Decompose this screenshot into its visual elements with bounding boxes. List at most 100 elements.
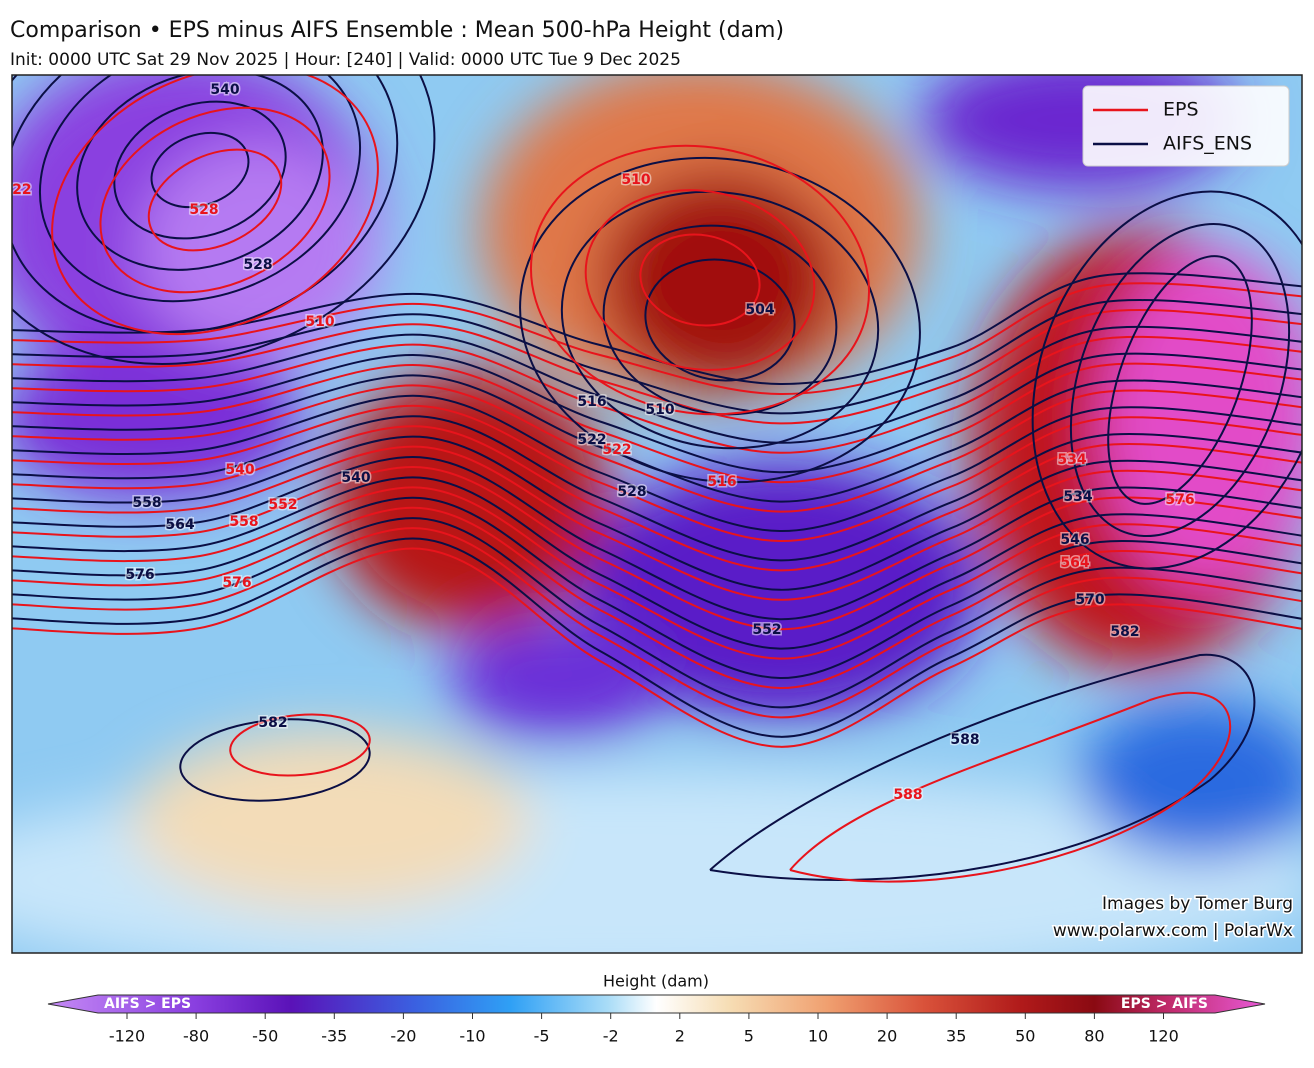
contour-ring bbox=[12, 75, 436, 365]
contour-ring bbox=[12, 75, 399, 334]
colorbar-tick-label: 2 bbox=[675, 1027, 685, 1046]
contour-label: 510 bbox=[645, 402, 674, 418]
colorbar-left-label: AIFS > EPS bbox=[104, 996, 191, 1012]
contours bbox=[12, 75, 1302, 883]
contour-line bbox=[12, 537, 1302, 738]
contour-line bbox=[709, 653, 1256, 881]
contour-line bbox=[12, 404, 1302, 543]
contour-line bbox=[12, 547, 1302, 748]
contour-label: 534 bbox=[1057, 452, 1086, 468]
contour-label: 558 bbox=[229, 514, 258, 530]
contour-line bbox=[789, 691, 1232, 883]
contour-line bbox=[12, 394, 1302, 533]
contour-label: 564 bbox=[165, 517, 194, 533]
contour-label: 588 bbox=[893, 787, 922, 803]
contour-ring bbox=[38, 75, 362, 303]
contour-ring bbox=[147, 148, 283, 252]
contour-ring bbox=[1107, 255, 1253, 505]
contour-line bbox=[12, 282, 1302, 396]
contour-ring bbox=[529, 144, 871, 416]
contour-ring bbox=[150, 131, 250, 209]
legend-label: AIFS_ENS bbox=[1163, 133, 1252, 155]
contour-label: 576 bbox=[222, 575, 251, 591]
subtitle: Init: 0000 UTC Sat 29 Nov 2025 | Hour: [… bbox=[10, 50, 681, 70]
contour-line bbox=[12, 435, 1302, 591]
contour-label: 522 bbox=[602, 442, 631, 458]
contour-ring bbox=[99, 106, 331, 294]
contour-line bbox=[12, 456, 1302, 621]
contour-line bbox=[12, 362, 1302, 484]
contour-line bbox=[12, 445, 1302, 601]
contour-label: 528 bbox=[189, 202, 218, 218]
contour-label: 522 bbox=[2, 182, 31, 198]
colorbar-tick-label: -20 bbox=[390, 1027, 416, 1046]
contour-label: 558 bbox=[132, 495, 161, 511]
contour-label: 552 bbox=[268, 497, 297, 513]
contour-label: 516 bbox=[707, 474, 736, 490]
contour-label: 564 bbox=[1060, 555, 1089, 571]
contour-line bbox=[12, 527, 1302, 719]
contour-ring bbox=[229, 713, 371, 777]
contour-ring bbox=[584, 189, 816, 371]
legend-label: EPS bbox=[1163, 99, 1199, 121]
contour-line bbox=[12, 486, 1302, 660]
contour-line bbox=[12, 496, 1302, 680]
contour-label: 582 bbox=[1110, 624, 1139, 640]
colorbar-title: Height (dam) bbox=[603, 972, 709, 991]
contour-label: 540 bbox=[341, 470, 370, 486]
map: 522 528 510 510 522 516 540 552 558 576 534 564 576 5… bbox=[2, 75, 1302, 953]
contour-label: 534 bbox=[1063, 489, 1092, 505]
colorbar bbox=[47, 994, 1266, 1014]
contour-label: 570 bbox=[1075, 592, 1104, 608]
colorbar-tick-label: 80 bbox=[1084, 1027, 1104, 1046]
contour-label: 582 bbox=[258, 715, 287, 731]
contour-label: 588 bbox=[950, 732, 979, 748]
contour-label: 576 bbox=[1165, 492, 1194, 508]
contour-ring bbox=[519, 156, 921, 484]
contour-ring bbox=[1031, 190, 1302, 570]
colorbar-tick-label: 5 bbox=[744, 1027, 754, 1046]
contour-line bbox=[12, 466, 1302, 631]
credit: Images by Tomer Burg bbox=[1102, 894, 1293, 914]
colorbar-right-label: EPS > AIFS bbox=[1121, 996, 1208, 1012]
colorbar-tick-label: 120 bbox=[1148, 1027, 1179, 1046]
contour-label: 510 bbox=[621, 172, 650, 188]
colorbar-tick-label: 50 bbox=[1015, 1027, 1035, 1046]
contour-label: 522 bbox=[577, 432, 606, 448]
contour-line bbox=[12, 384, 1302, 513]
contour-ring bbox=[602, 224, 838, 416]
colorbar-tick-label: -35 bbox=[321, 1027, 347, 1046]
contour-labels: 522 528 510 510 522 516 540 552 558 576 534 564 576 5… bbox=[2, 81, 1196, 805]
colorbar-tick-label: 10 bbox=[808, 1027, 828, 1046]
contour-line bbox=[12, 425, 1302, 572]
contour-label: 546 bbox=[1060, 532, 1089, 548]
contour-ring bbox=[1069, 222, 1291, 538]
colorbar-ticks: -120 -80 -50 -35 -20 -10 -5 -2 2 5 10 20 35 50 80 120 bbox=[109, 1013, 1179, 1046]
contour-ring bbox=[76, 75, 324, 271]
contour-line bbox=[12, 335, 1302, 454]
contour-label: 540 bbox=[225, 462, 254, 478]
colorbar-tick-label: 35 bbox=[946, 1027, 966, 1046]
contour-label: 552 bbox=[752, 622, 781, 638]
contour-ring bbox=[560, 190, 880, 450]
contour-line bbox=[12, 325, 1302, 444]
colorbar-tick-label: -5 bbox=[534, 1027, 550, 1046]
contour-line bbox=[12, 476, 1302, 650]
contour-label: 528 bbox=[243, 257, 272, 273]
contour-line bbox=[12, 517, 1302, 709]
contour-label: 504 bbox=[745, 302, 774, 318]
contour-line bbox=[12, 506, 1302, 690]
contour-label: 516 bbox=[577, 394, 606, 410]
colorbar-tick-label: -120 bbox=[109, 1027, 145, 1046]
contour-line bbox=[12, 299, 1302, 415]
colorbar-tick-label: -80 bbox=[183, 1027, 209, 1046]
map-frame bbox=[11, 74, 1303, 954]
contour-label: 540 bbox=[210, 82, 239, 98]
legend-box bbox=[1082, 85, 1290, 167]
colorbar-tick-label: -50 bbox=[252, 1027, 278, 1046]
contour-line bbox=[12, 415, 1302, 562]
contour-label: 528 bbox=[617, 484, 646, 500]
title: Comparison • EPS minus AIFS Ensemble : M… bbox=[10, 18, 784, 43]
contour-ring bbox=[51, 75, 379, 336]
